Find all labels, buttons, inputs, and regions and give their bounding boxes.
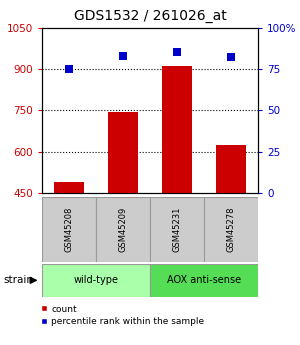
Point <box>67 66 71 72</box>
Bar <box>42 197 96 262</box>
Point <box>175 50 179 55</box>
Bar <box>162 66 192 193</box>
Text: wild-type: wild-type <box>74 275 118 285</box>
Bar <box>150 197 204 262</box>
Bar <box>216 145 246 193</box>
Text: GSM45278: GSM45278 <box>226 207 236 252</box>
Text: GDS1532 / 261026_at: GDS1532 / 261026_at <box>74 9 226 23</box>
Bar <box>96 197 150 262</box>
Text: strain: strain <box>3 275 33 285</box>
Point <box>121 53 125 59</box>
Bar <box>108 112 138 193</box>
Bar <box>42 264 150 297</box>
Bar <box>150 264 258 297</box>
Text: GSM45208: GSM45208 <box>64 207 74 252</box>
Text: GSM45231: GSM45231 <box>172 207 182 252</box>
Point <box>229 55 233 60</box>
Text: GSM45209: GSM45209 <box>118 207 127 252</box>
Bar <box>204 197 258 262</box>
Legend: count, percentile rank within the sample: count, percentile rank within the sample <box>40 305 205 326</box>
Text: AOX anti-sense: AOX anti-sense <box>167 275 241 285</box>
Bar <box>54 182 84 193</box>
